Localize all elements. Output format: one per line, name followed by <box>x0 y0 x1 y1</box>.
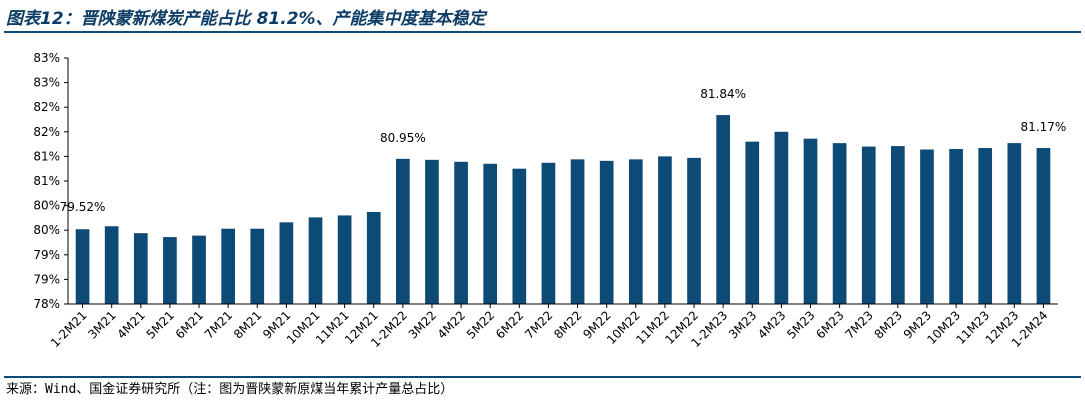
y-tick-label: 82% <box>33 125 60 139</box>
bar-8M21 <box>250 228 265 304</box>
x-tick-label: 8M21 <box>231 308 264 341</box>
bar-3M22 <box>425 159 439 304</box>
x-tick-label: 8M23 <box>872 308 905 341</box>
x-axis: 1-2M213M214M215M216M217M218M219M2110M211… <box>48 303 1058 350</box>
x-tick-label: 3M22 <box>406 308 439 341</box>
bar-10M23 <box>949 149 963 304</box>
bar-1-2M23 <box>716 115 730 304</box>
source-divider <box>4 376 1081 378</box>
bar-4M21 <box>133 233 148 304</box>
y-tick-label: 83% <box>33 51 60 65</box>
bar-11M23 <box>978 148 993 304</box>
bar-7M21 <box>221 228 235 304</box>
y-tick-label: 78% <box>33 297 60 311</box>
title-divider <box>4 31 1081 33</box>
bar-7M22 <box>541 162 556 304</box>
bar-3M23 <box>745 141 760 304</box>
bar-12M23 <box>1007 143 1022 304</box>
y-tick-label: 80% <box>33 199 60 213</box>
y-tick-label: 80% <box>33 223 60 237</box>
bar-4M23 <box>774 131 789 304</box>
data-label: 81.84% <box>700 87 746 101</box>
x-tick-label: 5M21 <box>144 308 177 341</box>
y-tick-label: 82% <box>33 100 60 114</box>
x-tick-label: 1-2M21 <box>48 308 90 350</box>
data-label: 80.95% <box>380 131 426 145</box>
bar-10M22 <box>628 159 643 304</box>
x-tick-label: 8M22 <box>551 308 584 341</box>
bar-8M23 <box>891 146 905 304</box>
bar-11M22 <box>658 156 672 304</box>
bar-5M23 <box>803 138 818 304</box>
y-tick-label: 79% <box>33 272 60 286</box>
chart-title: 图表12：晋陕蒙新煤炭产能占比 81.2%、产能集中度基本稳定 <box>6 9 486 29</box>
bar-1-2M21 <box>75 229 90 304</box>
bar-9M23 <box>920 149 934 304</box>
bar-6M22 <box>512 168 527 304</box>
x-tick-label: 4M21 <box>114 308 147 341</box>
bars <box>75 115 1051 304</box>
x-tick-label: 6M21 <box>173 308 206 341</box>
bar-6M21 <box>192 235 206 304</box>
bar-5M21 <box>163 237 177 304</box>
y-tick-label: 81% <box>33 149 60 163</box>
x-tick-label: 6M23 <box>813 308 846 341</box>
data-label: 79.52% <box>60 200 106 214</box>
x-tick-label: 4M23 <box>755 308 788 341</box>
bar-12M22 <box>687 157 701 304</box>
y-tick-label: 83% <box>33 76 60 90</box>
source-note: 来源：Wind、国金证券研究所（注：图为晋陕蒙新原煤当年累计产量总占比） <box>6 382 454 397</box>
bar-5M22 <box>483 163 498 304</box>
x-tick-label: 3M21 <box>85 308 118 341</box>
bar-4M22 <box>454 161 468 304</box>
bar-1-2M24 <box>1036 148 1051 304</box>
bar-10M21 <box>308 217 323 304</box>
x-tick-label: 3M23 <box>726 308 759 341</box>
bar-6M23 <box>832 143 847 304</box>
bar-chart: 78% 79% 79% 80% 80% 81% 81% 82% 82% 83% 83% 1-2M21… <box>33 51 1067 350</box>
y-tick-label: 79% <box>33 248 60 262</box>
bar-11M21 <box>337 215 352 304</box>
bar-3M21 <box>104 226 119 304</box>
x-tick-label: 4M22 <box>435 308 468 341</box>
bar-12M21 <box>366 212 381 304</box>
bar-8M22 <box>570 159 585 304</box>
x-tick-label: 6M22 <box>493 308 526 341</box>
bar-9M22 <box>599 160 614 304</box>
x-tick-label: 7M23 <box>842 308 875 341</box>
x-tick-label: 7M21 <box>202 308 235 341</box>
data-labels: 79.52% 80.95% 81.84% 81.17% <box>60 87 1067 214</box>
x-tick-label: 7M22 <box>522 308 555 341</box>
x-tick-label: 5M23 <box>784 308 817 341</box>
y-tick-label: 81% <box>33 174 60 188</box>
bar-1-2M22 <box>396 158 410 304</box>
y-axis: 78% 79% 79% 80% 80% 81% 81% 82% 82% 83% 83% <box>33 51 69 311</box>
bar-7M23 <box>861 146 876 304</box>
x-tick-label: 5M22 <box>464 308 497 341</box>
data-label: 81.17% <box>1021 120 1067 134</box>
bar-9M21 <box>279 222 294 304</box>
